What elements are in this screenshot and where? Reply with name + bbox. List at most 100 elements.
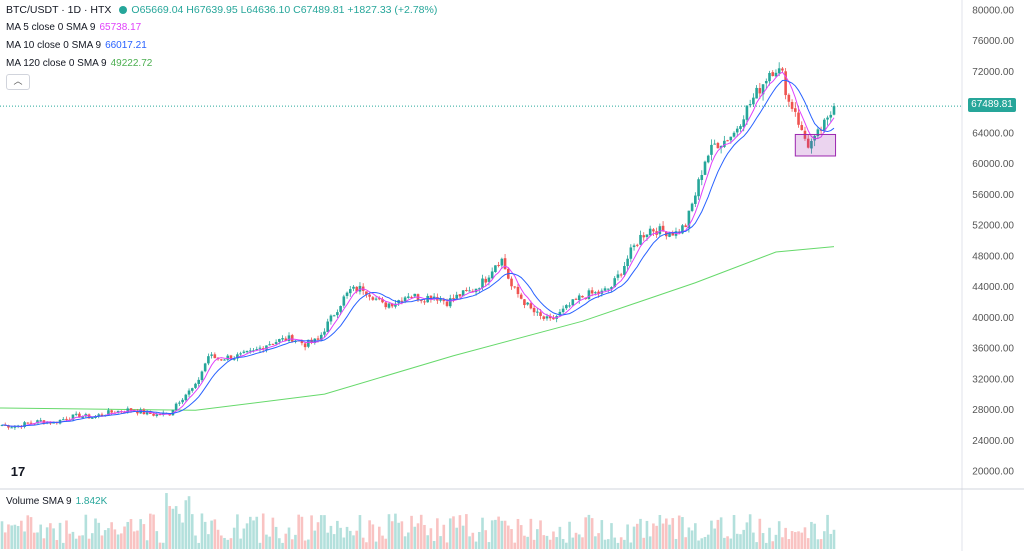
volume-bar	[323, 515, 326, 549]
volume-bar	[494, 519, 497, 549]
y-tick-label: 76000.00	[972, 36, 1014, 47]
candle-body	[748, 104, 752, 106]
candle-body	[13, 426, 17, 428]
volume-bar	[136, 530, 139, 549]
volume-bar	[806, 538, 810, 549]
volume-bar	[700, 538, 704, 549]
volume-bar	[652, 523, 655, 549]
volume-bar	[219, 535, 223, 549]
volume-bar	[732, 515, 736, 549]
candle-body	[7, 425, 10, 428]
volume-bar	[794, 532, 797, 549]
volume-bar	[361, 537, 365, 549]
candle-body	[648, 228, 652, 236]
candle-body	[403, 297, 407, 302]
volume-bar	[107, 528, 110, 549]
candle-body	[764, 81, 768, 84]
volume-bar	[677, 515, 681, 549]
volume-bar	[516, 518, 520, 549]
volume-bar	[526, 536, 529, 549]
volume-bar	[87, 538, 91, 549]
candle-body	[239, 353, 242, 355]
candle-body	[735, 128, 739, 133]
volume-bar	[803, 527, 807, 549]
candle-body	[806, 138, 810, 148]
ma5-legend[interactable]: MA 5 close 0 SMA 9 65738.17	[6, 22, 145, 33]
volume-bar	[36, 532, 39, 549]
candle-body	[387, 303, 391, 308]
candle-body	[513, 286, 517, 288]
volume-bar	[510, 529, 513, 549]
candle-body	[400, 300, 404, 302]
volume-bar	[832, 529, 836, 549]
volume-bar	[120, 533, 123, 549]
candle-body	[287, 335, 291, 341]
volume-bar	[432, 540, 436, 549]
volume-bar	[774, 534, 778, 549]
candle-body	[174, 403, 178, 411]
candle-body	[597, 291, 600, 295]
candle-body	[726, 140, 729, 142]
candle-body	[503, 258, 507, 270]
candle-body	[210, 354, 213, 356]
volume-bar	[523, 535, 526, 549]
volume-bar	[32, 532, 36, 549]
volume-bar	[7, 524, 10, 549]
candle-body	[568, 305, 571, 307]
volume-bar	[597, 533, 600, 549]
ma120-value: 49222.72	[110, 58, 153, 69]
volume-bar	[258, 542, 262, 549]
candle-body	[171, 409, 175, 416]
volume-bar	[255, 516, 259, 549]
volume-bar	[271, 517, 275, 549]
volume-bar	[671, 518, 675, 549]
candle-body	[794, 108, 797, 112]
volume-bar	[381, 535, 384, 549]
volume-bar	[710, 520, 713, 549]
candle-body	[184, 394, 188, 401]
candle-body	[684, 225, 687, 228]
candle-body	[739, 126, 742, 129]
y-tick-label: 52000.00	[972, 221, 1014, 232]
candle-body	[787, 94, 791, 102]
ma120-legend[interactable]: MA 120 close 0 SMA 9 49222.72	[6, 58, 156, 69]
volume-bar	[800, 532, 804, 549]
volume-bar	[545, 535, 549, 549]
ma5-line	[1, 71, 835, 428]
volume-bar	[142, 524, 146, 549]
candle-body	[681, 225, 684, 234]
volume-bar	[723, 537, 726, 549]
volume-bar	[661, 523, 665, 549]
volume-bar	[313, 530, 317, 549]
tradingview-logo-icon[interactable]: 17	[6, 461, 30, 483]
candle-body	[107, 410, 110, 416]
volume-legend[interactable]: Volume SMA 9 1.842K	[6, 496, 107, 507]
candle-body	[742, 119, 746, 127]
candle-body	[487, 277, 491, 282]
candle-body	[526, 302, 529, 305]
symbol-label[interactable]: BTC/USDT · 1D · HTX	[6, 4, 112, 16]
candle-body	[700, 174, 704, 181]
volume-bar	[461, 525, 465, 549]
volume-bar	[113, 529, 117, 549]
candle-body	[703, 161, 707, 175]
volume-bar	[761, 533, 765, 549]
volume-bar	[506, 525, 510, 549]
candle-body	[832, 106, 836, 115]
candle-body	[100, 414, 104, 416]
volume-bar	[823, 531, 826, 549]
volume-bar	[697, 540, 700, 549]
symbol-legend: BTC/USDT · 1D · HTX O65669.04 H67639.95 L…	[6, 4, 441, 16]
candle-body	[300, 340, 304, 344]
volume-bar	[758, 518, 762, 549]
collapse-legend-button[interactable]: ︿	[6, 74, 30, 90]
candle-body	[423, 301, 426, 303]
volume-bar	[655, 525, 658, 549]
ma10-legend[interactable]: MA 10 close 0 SMA 9 66017.21	[6, 40, 151, 51]
volume-bar	[658, 514, 662, 549]
volume-bar	[752, 532, 755, 549]
candle-body	[545, 316, 549, 319]
y-tick-label: 20000.00	[972, 467, 1014, 478]
